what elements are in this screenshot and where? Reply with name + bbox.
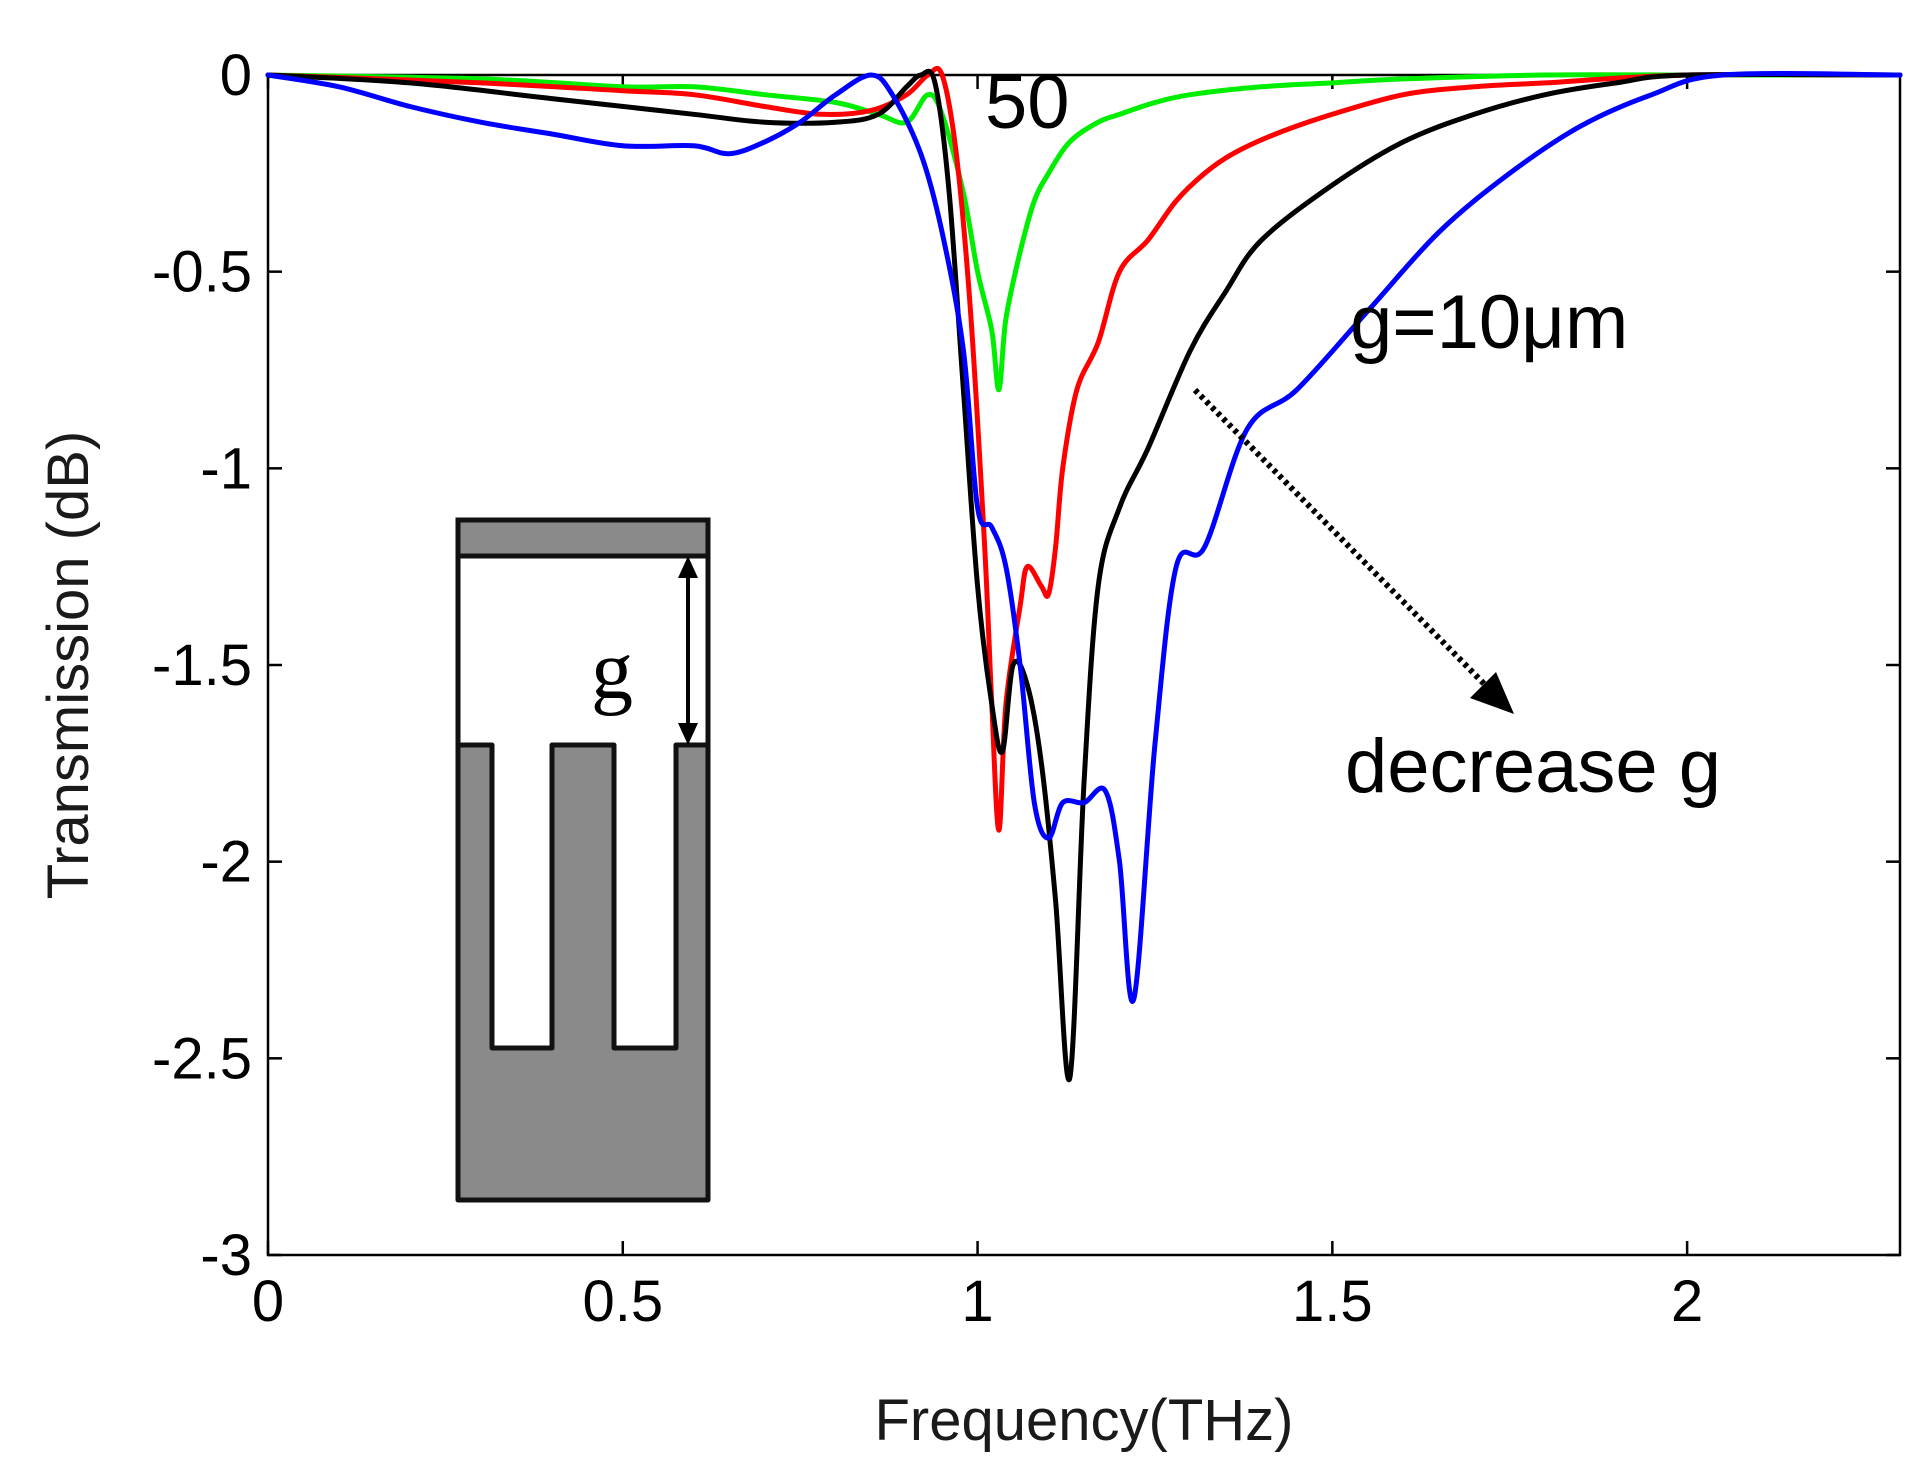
y-tick-label: -2.5 [152, 1026, 252, 1091]
decrease-arrow [1192, 387, 1514, 714]
inset-schematic: g [452, 516, 720, 1206]
x-tick-label: 1.5 [1292, 1269, 1373, 1334]
x-tick-label: 2 [1671, 1269, 1703, 1334]
axis-ticks: 0 0.5 1 1.5 2 0 -0.5 -1 -1.5 -2 -2.5 -3 [152, 43, 1900, 1334]
series-layer [265, 65, 1903, 1083]
inset-top-bar [455, 517, 711, 559]
series-line-green [265, 72, 1903, 393]
x-tick-label: 0 [252, 1269, 284, 1334]
label-g10: g=10μm [1350, 280, 1628, 365]
inset-gap-label: g [591, 624, 633, 717]
y-tick-label: -2 [200, 830, 252, 895]
series-line-blue [265, 71, 1903, 1004]
y-tick-label: -0.5 [152, 240, 252, 305]
x-axis-title: Frequency(THz) [875, 1388, 1294, 1453]
y-tick-label: -1.5 [152, 633, 252, 698]
x-tick-label: 1 [961, 1269, 993, 1334]
label-decrease-g: decrease g [1345, 724, 1721, 809]
y-tick-label: -1 [200, 436, 252, 501]
series-line-black [265, 68, 1903, 1083]
y-tick-label: -3 [200, 1223, 252, 1288]
y-axis-title: Transmission (dB) [36, 431, 101, 899]
label-50: 50 [985, 60, 1070, 145]
x-tick-label: 0.5 [582, 1269, 663, 1334]
inset-comb [455, 742, 711, 1203]
series-line-red [265, 65, 1903, 833]
y-tick-label: 0 [220, 43, 252, 108]
